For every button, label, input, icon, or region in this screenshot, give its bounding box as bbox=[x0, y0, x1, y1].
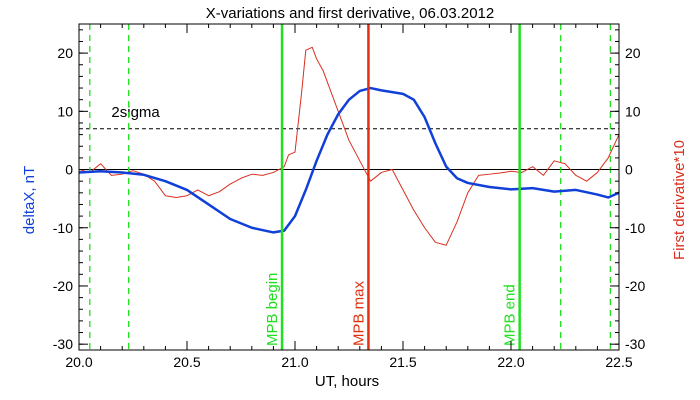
x-tick-label: 22.0 bbox=[497, 354, 524, 370]
chart-title: X-variations and first derivative, 06.03… bbox=[206, 5, 495, 22]
deltax-line bbox=[79, 86, 619, 234]
marker-label-begin: MPB begin bbox=[264, 273, 281, 346]
plot-area: 2sigma MPB begin MPB max MPB end 20.0 20.5 21.… bbox=[53, 23, 645, 370]
y-tick-label-left: -20 bbox=[53, 278, 73, 294]
x-axis-title: UT, hours bbox=[315, 373, 379, 390]
y-tick-label-left: -10 bbox=[53, 220, 73, 236]
marker-label-end: MPB end bbox=[502, 284, 519, 346]
plot-frame bbox=[78, 23, 620, 351]
y-tick-label-right: 10 bbox=[625, 103, 641, 119]
x-tick-label: 20.0 bbox=[65, 354, 92, 370]
y-tick-label-left: 0 bbox=[65, 162, 73, 178]
y-tick-label-right: -20 bbox=[625, 278, 645, 294]
x-tick-label: 22.5 bbox=[605, 354, 632, 370]
x-tick-label: 21.0 bbox=[281, 354, 308, 370]
y-tick-label-left: 20 bbox=[57, 45, 73, 61]
x-tick-label: 21.5 bbox=[389, 354, 416, 370]
x-tick-label: 20.5 bbox=[173, 354, 200, 370]
sigma-label: 2sigma bbox=[111, 104, 160, 121]
y-tick-label-left: 10 bbox=[57, 103, 73, 119]
derivative-line bbox=[79, 46, 619, 246]
y-tick-label-left: -30 bbox=[53, 336, 73, 352]
marker-label-max: MPB max bbox=[350, 280, 367, 346]
y-tick-label-right: 20 bbox=[625, 45, 641, 61]
y-tick-label-right: -30 bbox=[625, 336, 645, 352]
y-tick-label-right: -10 bbox=[625, 220, 645, 236]
y-axis-left-title: deltaX, nT bbox=[21, 166, 38, 234]
y-axis-right-title: First derivative*10 bbox=[671, 140, 688, 260]
y-tick-label-right: 0 bbox=[625, 162, 633, 178]
